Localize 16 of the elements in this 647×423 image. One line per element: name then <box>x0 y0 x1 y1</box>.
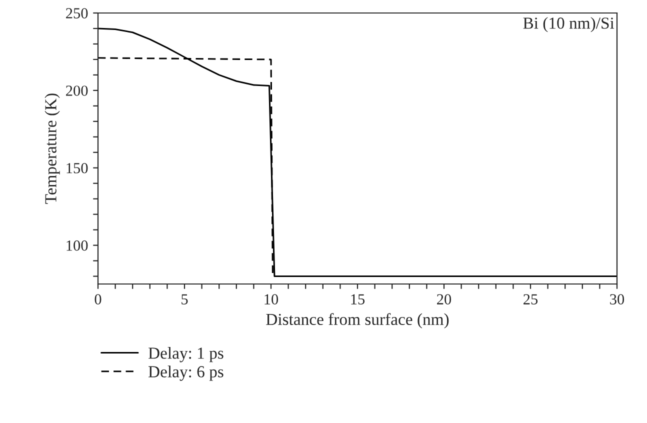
x-tick-label: 30 <box>610 294 624 304</box>
y-axis-title: Temperature (K) <box>44 94 60 204</box>
y-tick-label: 100 <box>66 240 88 251</box>
annotation: Bi (10 nm)/Si <box>523 17 614 32</box>
x-tick-label: 25 <box>524 294 538 304</box>
x-tick-label: 15 <box>351 294 365 304</box>
legend-label: Delay: 6 ps <box>148 366 224 381</box>
legend-label: Delay: 1 ps <box>148 347 224 362</box>
x-tick-label: 5 <box>182 294 188 304</box>
y-tick-label: 150 <box>66 163 88 174</box>
x-tick-label: 0 <box>94 294 102 304</box>
y-tick-label: 200 <box>66 86 88 96</box>
x-axis-title: Distance from surface (nm) <box>266 313 449 328</box>
x-tick-label: 20 <box>437 294 452 304</box>
x-tick-label: 10 <box>264 294 278 304</box>
y-tick-label: 250 <box>66 8 88 18</box>
